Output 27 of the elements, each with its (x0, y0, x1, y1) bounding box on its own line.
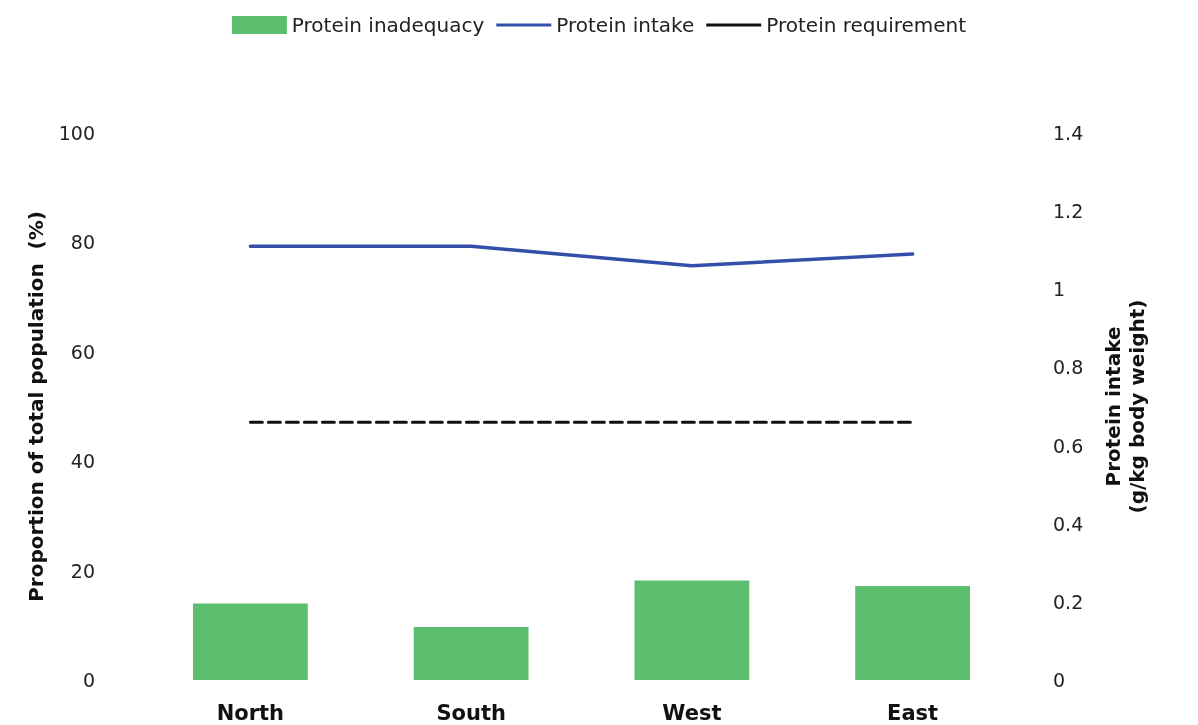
y-tick-label: 0 (82, 669, 95, 691)
y-tick-label: 80 (70, 231, 95, 254)
x-tick-label: West (662, 700, 722, 725)
y-tick-label: 40 (70, 450, 95, 473)
y2-tick-label: 0 (1053, 669, 1066, 691)
y2-tick-label: 1.2 (1053, 200, 1084, 223)
y-axis-title: Proportion of total population (%) (23, 211, 48, 602)
bar (855, 585, 971, 680)
y-tick-label: 100 (58, 122, 95, 144)
legend-label: Protein inadequacy (291, 13, 485, 37)
y-tick-label: 60 (70, 340, 95, 363)
y2-tick-label: 1.4 (1053, 122, 1084, 144)
bar (192, 603, 308, 680)
x-tick-label: South (436, 700, 506, 725)
y2-tick-label: 1 (1053, 278, 1066, 301)
y2-tick-label: 0.8 (1053, 356, 1084, 379)
bar (634, 580, 750, 680)
x-tick-label: East (887, 700, 939, 725)
x-tick-label: North (216, 700, 285, 725)
y2-tick-label: 0.4 (1053, 512, 1084, 535)
y2-axis-title: Protein intake (g/kg body weight) (1101, 299, 1149, 514)
bar (413, 626, 529, 680)
legend-label: Protein requirement (766, 13, 967, 37)
y2-tick-label: 0.6 (1053, 434, 1084, 457)
legend-label: Protein intake (556, 13, 695, 37)
y2-tick-label: 0.2 (1053, 590, 1084, 613)
y-tick-label: 20 (70, 559, 95, 582)
